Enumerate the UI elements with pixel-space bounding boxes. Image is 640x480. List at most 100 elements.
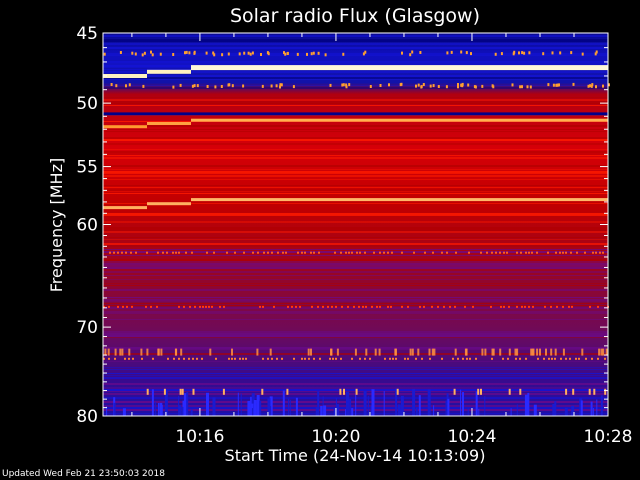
speckle bbox=[595, 85, 597, 89]
emission-dash bbox=[310, 251, 312, 254]
emission-dash bbox=[443, 305, 445, 308]
emission-dash bbox=[178, 251, 180, 254]
emission-dash bbox=[277, 251, 279, 254]
low-freq-streak bbox=[383, 391, 385, 416]
low-freq-streak bbox=[164, 390, 168, 416]
speckle bbox=[249, 52, 252, 56]
emission-dash bbox=[185, 251, 187, 254]
spectral-band bbox=[103, 173, 608, 174]
emission-dash bbox=[602, 251, 604, 254]
speckle bbox=[193, 51, 196, 55]
emission-dash bbox=[589, 305, 591, 308]
x-axis-title: Start Time (24-Nov-14 10:13:09) bbox=[225, 446, 486, 465]
speckle bbox=[484, 348, 487, 356]
speckle bbox=[565, 388, 568, 395]
speckle bbox=[369, 85, 372, 88]
emission-dash bbox=[475, 357, 477, 360]
spectral-band bbox=[103, 131, 608, 132]
emission-dash bbox=[455, 251, 457, 254]
speckle bbox=[453, 388, 456, 395]
emission-dash bbox=[201, 357, 203, 360]
emission-dash bbox=[299, 305, 301, 308]
emission-dash bbox=[543, 357, 545, 360]
emission-dash bbox=[585, 357, 587, 360]
emission-dash bbox=[371, 305, 373, 308]
spectral-band bbox=[103, 335, 608, 337]
speckle bbox=[192, 388, 195, 395]
low-freq-streak bbox=[295, 397, 298, 416]
emission-dash bbox=[407, 357, 409, 360]
emission-dash bbox=[340, 251, 342, 254]
emission-dash bbox=[329, 357, 331, 360]
emission-dash bbox=[532, 305, 534, 308]
emission-dash bbox=[351, 357, 353, 360]
emission-dash bbox=[364, 251, 366, 254]
low-freq-streak bbox=[253, 400, 257, 416]
emission-dash bbox=[206, 251, 208, 254]
emission-dash bbox=[231, 357, 233, 360]
speckle bbox=[420, 85, 423, 89]
speckle bbox=[163, 388, 166, 395]
emission-dash bbox=[202, 305, 204, 308]
low-freq-streak bbox=[398, 409, 402, 416]
spectral-band bbox=[103, 39, 608, 41]
spectral-band bbox=[103, 299, 608, 301]
spectral-band bbox=[103, 55, 608, 56]
emission-dash bbox=[194, 305, 196, 308]
low-freq-streak bbox=[288, 398, 290, 416]
speckle bbox=[181, 388, 184, 395]
low-freq-streak bbox=[282, 390, 285, 416]
speckle bbox=[519, 388, 522, 395]
emission-dash bbox=[503, 251, 505, 254]
emission-dash bbox=[502, 357, 504, 360]
emission-dash bbox=[395, 357, 397, 360]
speckle bbox=[581, 52, 584, 56]
emission-dash bbox=[578, 357, 580, 360]
speckle bbox=[595, 50, 598, 54]
speckle bbox=[594, 52, 597, 56]
speckle bbox=[292, 85, 295, 89]
emission-lines bbox=[103, 65, 609, 360]
emission-dash bbox=[401, 251, 403, 254]
emission-dash bbox=[131, 305, 133, 308]
emission-line bbox=[103, 74, 147, 78]
speckle bbox=[519, 85, 522, 89]
speckle bbox=[465, 51, 468, 55]
spectral-band bbox=[103, 263, 608, 265]
spectral-band bbox=[103, 99, 608, 101]
spectral-band bbox=[103, 375, 608, 376]
spectral-band bbox=[103, 305, 608, 306]
spectral-band bbox=[103, 307, 608, 309]
emission-dash bbox=[401, 305, 403, 308]
emission-dash bbox=[597, 305, 599, 308]
emission-dash bbox=[554, 357, 556, 360]
emission-dash bbox=[364, 357, 366, 360]
speckle bbox=[125, 84, 127, 88]
speckle bbox=[587, 84, 590, 88]
emission-dash bbox=[121, 251, 123, 254]
speckle bbox=[110, 83, 113, 86]
low-freq-streak bbox=[336, 404, 340, 416]
x-axis: 10:16 10:20 10:24 10:28 bbox=[131, 33, 633, 447]
emission-dash bbox=[132, 357, 134, 360]
low-freq-streak bbox=[247, 400, 251, 416]
emission-dash bbox=[340, 357, 342, 360]
low-freq-streak bbox=[516, 404, 518, 416]
emission-dash bbox=[208, 305, 210, 308]
speckle bbox=[212, 51, 215, 55]
speckle bbox=[214, 85, 217, 89]
speckle bbox=[602, 84, 604, 88]
low-freq-streak bbox=[315, 407, 319, 416]
spectral-band bbox=[103, 185, 608, 186]
emission-dash bbox=[591, 357, 593, 360]
emission-dash bbox=[117, 251, 119, 254]
speckle bbox=[589, 84, 592, 88]
speckle bbox=[445, 85, 448, 89]
speckle bbox=[432, 84, 435, 88]
speckle bbox=[514, 348, 517, 356]
speckle bbox=[348, 83, 351, 87]
emission-dash bbox=[223, 305, 225, 308]
low-freq-streak bbox=[433, 405, 435, 416]
low-freq-streak bbox=[178, 396, 180, 416]
